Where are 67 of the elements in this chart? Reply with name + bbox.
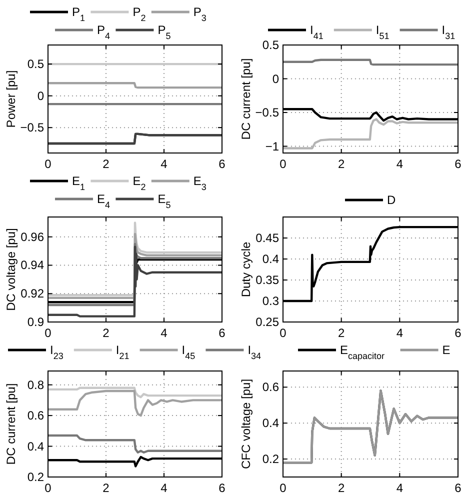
y-tick-label: 0.92: [20, 286, 44, 301]
legend-label: P$_{4}$: [97, 23, 110, 41]
legend-label: I$_{31}$: [442, 23, 456, 41]
y-axis-title: DC current [pu]: [4, 383, 18, 465]
y-axis-title: DC current [pu]: [239, 58, 253, 140]
legend-label: I$_{21}$: [116, 343, 130, 361]
legend-label: D: [387, 193, 396, 207]
y-axis-title: CFC voltage [pu]: [239, 378, 253, 470]
y-tick-label: 0.6: [27, 408, 44, 423]
x-tick-label: 6: [218, 326, 226, 340]
legend-label: P$_{3}$: [193, 5, 206, 23]
legend-label: E: [442, 343, 450, 357]
y-tick-label: −1: [265, 139, 280, 154]
y-axis-title: DC voltage [pu]: [4, 228, 18, 311]
y-tick-label: 0.6: [262, 380, 280, 394]
y-tick-label: 0.8: [27, 378, 44, 392]
y-tick-label: 0.2: [27, 470, 44, 484]
x-tick-label: 2: [338, 157, 345, 171]
legend-label: E$_{3}$: [193, 174, 206, 192]
x-tick-label: 2: [102, 157, 110, 171]
legend-label: I$_{23}$: [50, 343, 64, 361]
x-tick-label: 2: [338, 326, 345, 340]
legend-label: E$_{1}$: [72, 174, 86, 192]
y-tick-label: −0.5: [255, 106, 280, 120]
legend-label: E$_{5}$: [158, 192, 171, 210]
x-tick-label: 4: [160, 326, 168, 340]
x-tick-label: 4: [160, 481, 168, 495]
x-tick-label: 6: [454, 326, 462, 340]
y-tick-label: 0: [272, 72, 280, 86]
y-tick-label: 0.4: [27, 439, 44, 454]
y-tick-label: 0.2: [262, 452, 280, 466]
y-tick-label: 0.9: [27, 315, 44, 329]
y-tick-label: 0.25: [256, 315, 280, 329]
y-tick-label: 0.3: [262, 294, 280, 308]
y-tick-label: 0.4: [262, 416, 280, 430]
y-tick-label: 0.96: [20, 230, 44, 244]
y-axis-title: Power [pu]: [4, 70, 18, 128]
x-tick-label: 4: [396, 157, 404, 171]
legend-label: E$_{capacitor}$: [340, 343, 385, 361]
legend-label: P$_{5}$: [158, 23, 171, 41]
y-tick-label: 0.5: [27, 57, 44, 72]
y-tick-label: 0.94: [20, 258, 44, 272]
legend-label: P$_{1}$: [72, 5, 86, 23]
x-tick-label: 4: [396, 481, 404, 495]
legend-label: I$_{34}$: [248, 343, 262, 361]
x-tick-label: 4: [160, 157, 168, 171]
y-tick-label: 0.45: [256, 231, 280, 245]
x-tick-label: 4: [396, 326, 404, 340]
y-tick-label: 0.5: [262, 38, 280, 52]
x-tick-label: 6: [454, 157, 462, 171]
x-tick-label: 2: [102, 481, 110, 495]
y-tick-label: −0.5: [20, 120, 44, 135]
y-tick-label: 0.35: [256, 273, 280, 287]
legend-label: I$_{41}$: [310, 23, 324, 41]
y-tick-label: 0: [37, 88, 44, 103]
legend-label: E$_{2}$: [132, 174, 146, 192]
x-tick-label: 2: [338, 481, 345, 495]
legend-label: I$_{51}$: [376, 23, 390, 41]
x-tick-label: 2: [102, 326, 110, 340]
legend-label: P$_{2}$: [132, 5, 146, 23]
x-tick-label: 6: [218, 481, 226, 495]
legend-label: I$_{45}$: [182, 343, 196, 361]
legend-label: E$_{4}$: [97, 192, 110, 210]
x-tick-label: 6: [454, 481, 462, 495]
x-tick-label: 6: [218, 157, 226, 171]
y-tick-label: 0.4: [262, 252, 280, 266]
y-axis-title: Duty cycle: [239, 242, 253, 298]
